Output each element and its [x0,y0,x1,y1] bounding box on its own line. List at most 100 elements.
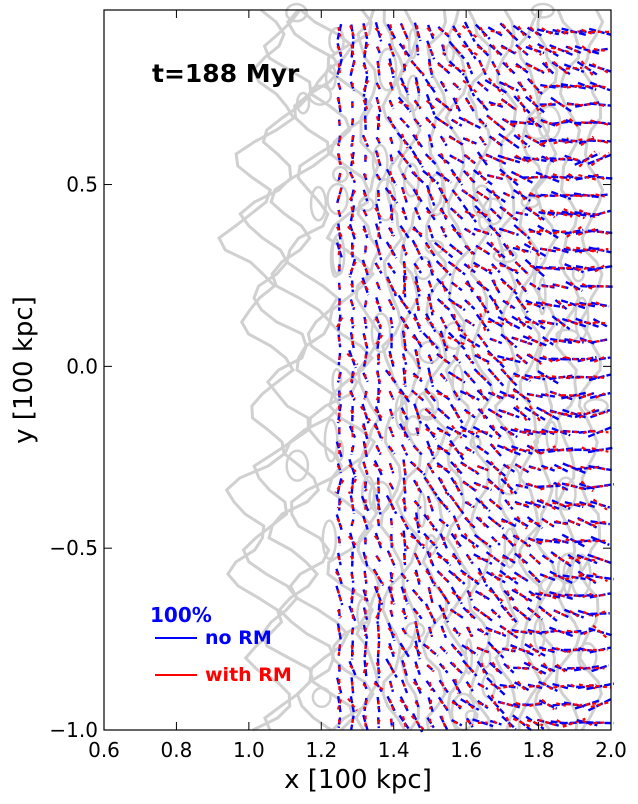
vector-no-rm [451,189,463,202]
vector-with-rm [389,208,394,219]
vector-with-rm [338,405,341,422]
vector-with-rm [452,646,461,654]
vector-no-rm [589,102,611,107]
vector-with-rm [372,463,385,474]
vector-with-rm [373,535,384,547]
vector-with-rm [479,627,487,636]
vector-no-rm [436,461,452,475]
vector-with-rm [439,478,448,495]
vector-with-rm [479,447,487,453]
vector-with-rm [362,518,368,527]
vector-with-rm [502,556,516,562]
contour-loop [530,2,555,19]
vector-no-rm [449,154,465,164]
vector-no-rm [477,567,489,587]
vector-with-rm [439,500,448,509]
vector-with-rm [515,64,529,72]
vector-with-rm [490,371,502,384]
vector-with-rm [568,556,580,562]
vector-with-rm [568,338,580,344]
vector-with-rm [450,609,464,619]
vector-with-rm [388,662,395,674]
vector-no-rm [350,640,354,660]
vector-with-rm [515,244,529,256]
vector-no-rm [527,570,542,585]
vector-with-rm [527,240,543,260]
vector-with-rm [388,354,395,365]
vector-with-rm [553,430,569,434]
vector-with-rm [438,429,449,435]
vector-with-rm [451,424,463,439]
vector-with-rm [476,229,489,235]
vector-no-rm [399,515,410,530]
vector-with-rm [538,718,558,727]
vector-with-rm [491,443,501,457]
vector-with-rm [348,189,357,201]
vector-with-rm [491,646,501,654]
vector-with-rm [581,282,593,290]
vector-no-rm [336,623,342,641]
vector-with-rm [530,116,540,129]
contour-loop [497,464,522,496]
vector-with-rm [361,424,370,439]
vector-with-rm [489,460,502,476]
vector-with-rm [516,281,527,292]
vector-no-rm [435,389,452,402]
vector-with-rm [413,516,422,529]
vector-no-rm [587,264,613,272]
contour-loop [406,74,421,113]
vector-with-rm [580,135,594,147]
vector-with-rm [528,685,542,688]
vector-with-rm [428,283,433,290]
vector-with-rm [402,355,408,363]
vector-no-rm [374,406,383,422]
vector-no-rm [564,262,584,274]
vector-with-rm [582,610,592,617]
vector-no-rm [426,440,436,460]
vector-no-rm [398,42,411,58]
vector-with-rm [557,300,565,309]
vector-with-rm [400,532,410,550]
vector-with-rm [544,629,552,635]
vector-with-rm [436,464,451,472]
vector-with-rm [449,136,464,146]
vector-with-rm [531,283,539,290]
vector-with-rm [411,462,424,475]
vector-with-rm [337,555,342,563]
vector-with-rm [475,483,490,490]
vector-no-rm [413,678,422,695]
vector-with-rm [364,555,367,563]
y-tick-label: 0.5 [66,173,98,197]
vector-no-rm [474,23,491,40]
vector-with-rm [554,609,568,618]
vector-with-rm [398,100,411,109]
vector-no-rm [487,407,505,420]
vector-with-rm [531,572,539,582]
vector-no-rm [553,481,569,492]
vector-with-rm [463,532,476,550]
contour-loop [309,185,328,222]
vector-with-rm [582,592,592,599]
vector-with-rm [569,281,579,292]
vector-with-rm [501,625,517,638]
vector-with-rm [364,443,367,457]
vector-with-rm [349,300,356,309]
vector-with-rm [578,408,596,419]
vector-with-rm [428,228,433,236]
vector-with-rm [388,116,395,129]
vector-with-rm [363,119,367,127]
vector-no-rm [474,204,492,223]
vector-with-rm [594,610,606,617]
vector-with-rm [428,681,433,691]
vector-with-rm [428,718,433,727]
vector-no-rm [361,259,370,277]
vector-no-rm [472,718,494,728]
contour-loop [326,182,349,216]
contour-loop [323,418,339,463]
vector-no-rm [389,572,394,583]
vector-no-rm [414,276,421,297]
vector-with-rm [466,319,474,327]
vector-no-rm [450,643,463,657]
vector-with-rm [555,647,567,653]
